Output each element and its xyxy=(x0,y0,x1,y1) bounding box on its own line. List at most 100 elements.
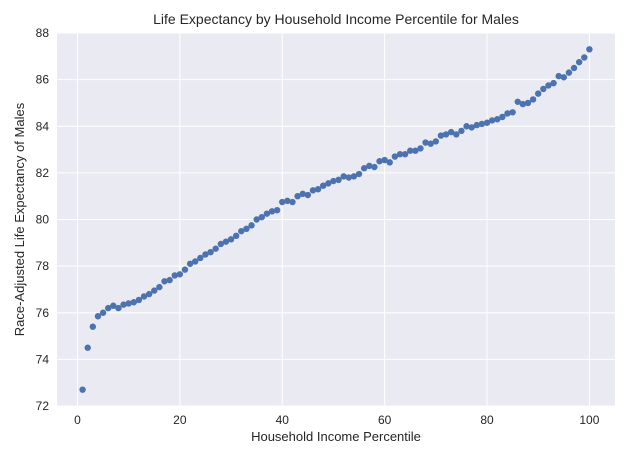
data-point xyxy=(120,301,127,308)
data-point xyxy=(350,173,358,180)
x-tick-label: 0 xyxy=(74,413,81,427)
data-point xyxy=(222,238,230,245)
data-point xyxy=(529,96,537,103)
data-point xyxy=(232,232,240,240)
data-point xyxy=(524,99,532,107)
data-point xyxy=(422,139,429,146)
chart-title: Life Expectancy by Household Income Perc… xyxy=(153,11,519,27)
y-axis-label: Race-Adjusted Life Expectancy of Males xyxy=(12,102,27,336)
data-point xyxy=(227,236,235,243)
data-point xyxy=(509,109,516,116)
data-point xyxy=(340,173,347,180)
y-tick-label: 82 xyxy=(36,166,50,180)
data-point xyxy=(217,240,225,248)
data-point xyxy=(161,278,168,285)
data-point xyxy=(483,119,491,126)
data-point xyxy=(519,100,527,108)
data-point xyxy=(335,176,342,184)
data-point xyxy=(371,163,378,171)
data-point xyxy=(376,158,383,165)
data-point xyxy=(202,251,209,258)
data-point xyxy=(273,206,281,214)
data-point xyxy=(294,192,301,200)
data-point xyxy=(488,117,496,124)
data-point xyxy=(366,162,373,170)
data-point xyxy=(345,174,352,181)
data-point xyxy=(212,245,219,252)
data-point xyxy=(104,304,112,312)
data-point xyxy=(248,222,255,229)
data-point xyxy=(417,145,424,152)
data-point xyxy=(309,187,317,194)
data-point xyxy=(473,121,480,129)
data-point xyxy=(176,271,184,278)
data-point xyxy=(299,190,306,198)
data-point xyxy=(514,98,521,105)
data-point xyxy=(207,248,214,256)
data-point xyxy=(581,54,588,61)
x-axis-label: Household Income Percentile xyxy=(251,429,421,444)
data-point xyxy=(171,272,178,279)
data-point xyxy=(325,180,332,187)
data-point xyxy=(115,304,122,312)
x-tick-label: 100 xyxy=(579,413,599,427)
data-point xyxy=(550,79,557,87)
data-point xyxy=(140,293,148,300)
data-point xyxy=(478,120,486,128)
y-tick-label: 78 xyxy=(36,259,50,273)
data-point xyxy=(407,147,414,154)
data-point xyxy=(427,140,434,147)
data-point xyxy=(555,72,562,80)
data-point xyxy=(181,266,189,273)
data-point xyxy=(84,344,91,351)
y-grid-lines xyxy=(57,32,615,407)
y-tick-label: 76 xyxy=(36,306,50,320)
data-point xyxy=(442,131,450,138)
x-tick-label: 20 xyxy=(173,413,187,427)
data-point xyxy=(186,260,194,267)
data-point xyxy=(381,156,388,164)
data-point xyxy=(437,132,445,139)
data-point xyxy=(575,58,583,66)
data-point xyxy=(458,127,465,135)
y-tick-label: 80 xyxy=(36,213,50,227)
data-point xyxy=(386,159,393,166)
data-point xyxy=(535,90,542,97)
data-point xyxy=(99,309,107,316)
data-point xyxy=(391,153,399,160)
x-tick-label: 40 xyxy=(276,413,290,427)
x-tick-labels: 0 20 40 60 80 100 xyxy=(74,413,600,427)
data-point xyxy=(145,290,153,298)
data-point xyxy=(289,198,296,206)
data-point xyxy=(268,208,276,215)
data-point xyxy=(412,147,419,154)
data-point xyxy=(89,323,97,330)
data-point xyxy=(263,210,271,217)
data-point xyxy=(355,170,363,178)
data-point xyxy=(110,302,117,309)
data-point xyxy=(320,182,327,189)
data-point xyxy=(401,151,409,158)
data-point xyxy=(238,227,245,235)
data-point xyxy=(94,313,102,320)
y-tick-label: 74 xyxy=(36,352,50,366)
data-point xyxy=(135,296,143,304)
data-point xyxy=(166,276,173,284)
data-point xyxy=(360,165,368,172)
data-point xyxy=(432,138,440,145)
data-point xyxy=(130,299,137,306)
data-point xyxy=(468,124,475,131)
data-points xyxy=(79,46,593,393)
x-tick-label: 60 xyxy=(378,413,392,427)
data-point xyxy=(586,46,593,53)
data-point xyxy=(494,116,501,123)
data-point xyxy=(284,197,291,205)
data-point xyxy=(125,300,132,307)
y-tick-label: 86 xyxy=(36,73,50,87)
data-point xyxy=(504,110,511,117)
data-point xyxy=(253,216,260,223)
y-tick-label: 72 xyxy=(36,399,50,413)
data-point xyxy=(314,185,322,193)
data-point xyxy=(243,225,250,233)
